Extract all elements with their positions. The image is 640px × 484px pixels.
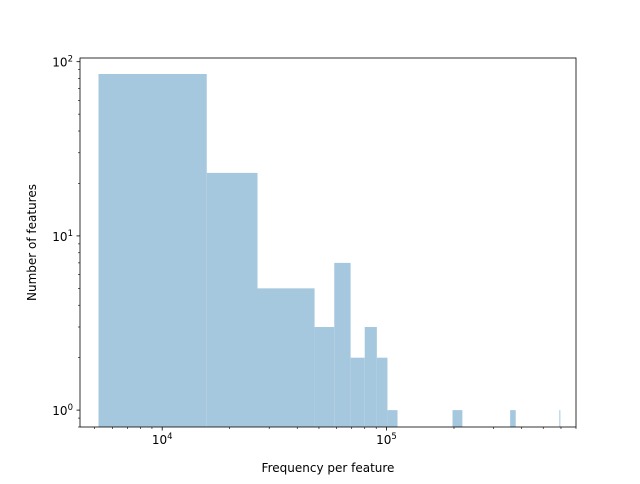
histogram-bar bbox=[364, 326, 377, 427]
x-tick-label: 105 bbox=[376, 432, 397, 447]
histogram-bar bbox=[510, 410, 516, 427]
histogram-bar bbox=[452, 410, 463, 427]
x-axis-label: Frequency per feature bbox=[262, 461, 395, 475]
y-axis-label: Number of features bbox=[25, 184, 39, 301]
histogram-bar bbox=[98, 73, 207, 427]
histogram-bar bbox=[257, 288, 315, 427]
y-tick-label: 100 bbox=[52, 403, 73, 418]
y-axis-ticks: 100 101 102 bbox=[52, 55, 80, 428]
x-tick-label: 104 bbox=[152, 432, 173, 447]
histogram-bar bbox=[350, 357, 365, 427]
histogram-bar bbox=[559, 410, 561, 427]
histogram-bar bbox=[314, 326, 335, 427]
histogram-bar bbox=[334, 262, 351, 427]
y-tick-label: 102 bbox=[52, 55, 73, 70]
x-axis-ticks: 104 105 bbox=[94, 427, 577, 447]
bars-group bbox=[98, 73, 561, 427]
histogram-bar bbox=[387, 410, 398, 427]
plot-frame bbox=[79, 57, 577, 428]
y-tick-label: 101 bbox=[52, 229, 73, 244]
histogram-bar bbox=[206, 172, 258, 427]
histogram-bar bbox=[376, 357, 388, 427]
